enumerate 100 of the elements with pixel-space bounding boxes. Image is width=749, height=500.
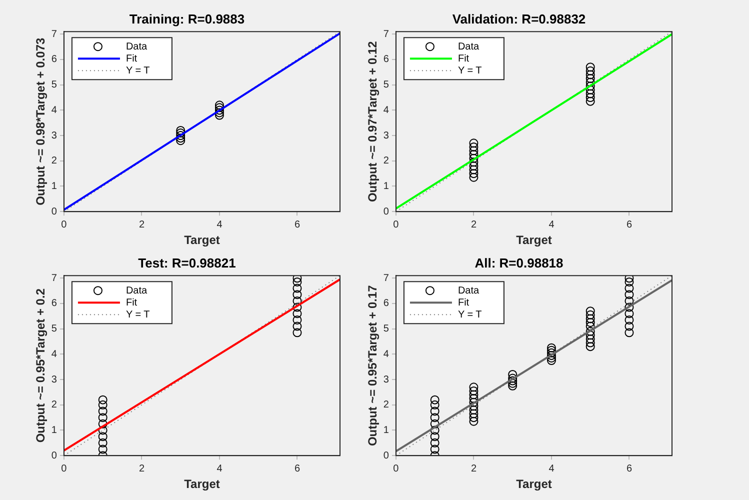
legend-label: Y = T — [458, 65, 482, 76]
point — [586, 66, 595, 76]
point — [430, 426, 440, 435]
point — [586, 78, 595, 87]
x-tick-label: 2 — [138, 463, 145, 474]
point — [98, 395, 108, 404]
point — [469, 402, 478, 411]
point — [469, 154, 478, 163]
y-tick-label: 1 — [51, 181, 58, 192]
y-tick-label: 5 — [383, 324, 390, 335]
point — [546, 353, 556, 362]
point — [508, 370, 518, 379]
x-axis-title: Target — [516, 233, 552, 248]
point — [508, 376, 518, 386]
point — [469, 398, 478, 407]
y-tick-label: 4 — [383, 104, 390, 116]
legend-label: Fit — [126, 53, 138, 64]
y-axis-title: Output ~= 0.98*Target + 0.073 — [34, 38, 48, 206]
legend-label: Data — [126, 285, 148, 296]
point — [214, 110, 224, 120]
point — [586, 310, 595, 320]
x-tick-label: 0 — [393, 219, 400, 230]
y-tick-label: 3 — [51, 374, 58, 386]
point — [586, 74, 595, 83]
point — [292, 290, 302, 300]
point — [98, 438, 108, 448]
point — [292, 276, 302, 283]
point — [546, 350, 556, 360]
x-axis-title: Target — [184, 477, 220, 492]
point — [586, 342, 595, 352]
legend-label: Y = T — [126, 65, 150, 76]
point — [430, 395, 440, 404]
point — [624, 302, 634, 312]
y-axis-title: Output ~= 0.97*Target + 0.12 — [366, 40, 380, 202]
point — [176, 131, 186, 140]
y-tick-label: 6 — [383, 54, 390, 66]
point — [292, 315, 302, 324]
point — [292, 296, 302, 306]
y-tick-label: 6 — [51, 54, 58, 66]
point — [586, 62, 595, 72]
y-tick-label: 4 — [51, 104, 58, 116]
y-tick-label: 4 — [51, 348, 58, 360]
point — [586, 306, 595, 316]
point — [430, 413, 440, 422]
legend-label: Data — [126, 41, 148, 52]
point — [214, 108, 224, 118]
y-tick-label: 7 — [51, 28, 58, 40]
point — [430, 432, 440, 442]
y-tick-label: 2 — [383, 400, 390, 411]
point — [469, 150, 478, 160]
chart-title: All: R=0.98818 — [474, 255, 564, 270]
y-tick-label: 0 — [383, 206, 390, 218]
point — [430, 438, 440, 448]
y-axis-title: Output ~= 0.95*Target + 0.2 — [34, 288, 48, 443]
point — [469, 413, 478, 422]
point — [624, 284, 634, 293]
point — [469, 382, 478, 392]
point — [469, 158, 478, 167]
point — [430, 444, 440, 454]
point — [98, 413, 108, 422]
y-tick-label: 1 — [383, 425, 390, 436]
y-tick-label: 3 — [383, 130, 390, 142]
point — [546, 356, 556, 366]
point — [98, 419, 108, 428]
point — [469, 172, 478, 182]
x-tick-label: 6 — [626, 219, 632, 230]
x-tick-label: 4 — [548, 219, 555, 230]
point — [98, 432, 108, 442]
legend-label: Data — [458, 41, 480, 52]
x-tick-label: 4 — [216, 219, 223, 230]
point — [469, 142, 478, 152]
y-tick-label: 1 — [51, 425, 58, 436]
point — [624, 322, 634, 331]
point — [624, 277, 634, 286]
point — [586, 334, 595, 344]
y-tick-label: 7 — [51, 272, 58, 284]
point — [624, 290, 634, 300]
point — [292, 328, 302, 338]
point — [292, 309, 302, 318]
y-tick-label: 4 — [383, 348, 390, 360]
y-tick-label: 2 — [51, 156, 58, 167]
point — [586, 96, 595, 106]
point — [586, 93, 595, 102]
x-tick-label: 2 — [138, 219, 145, 230]
y-tick-label: 3 — [51, 130, 58, 142]
y-tick-label: 3 — [383, 374, 390, 386]
point — [586, 322, 595, 331]
point — [430, 400, 440, 410]
point — [469, 161, 478, 170]
point — [624, 309, 634, 318]
point — [546, 348, 556, 358]
chart-title: Training: R=0.9883 — [129, 11, 245, 26]
y-tick-label: 6 — [51, 298, 58, 310]
point — [469, 409, 478, 418]
x-tick-label: 2 — [470, 463, 477, 474]
legend-label: Fit — [126, 297, 138, 308]
point — [586, 330, 595, 340]
point — [292, 284, 302, 293]
point — [214, 103, 224, 112]
x-tick-label: 4 — [216, 463, 223, 474]
